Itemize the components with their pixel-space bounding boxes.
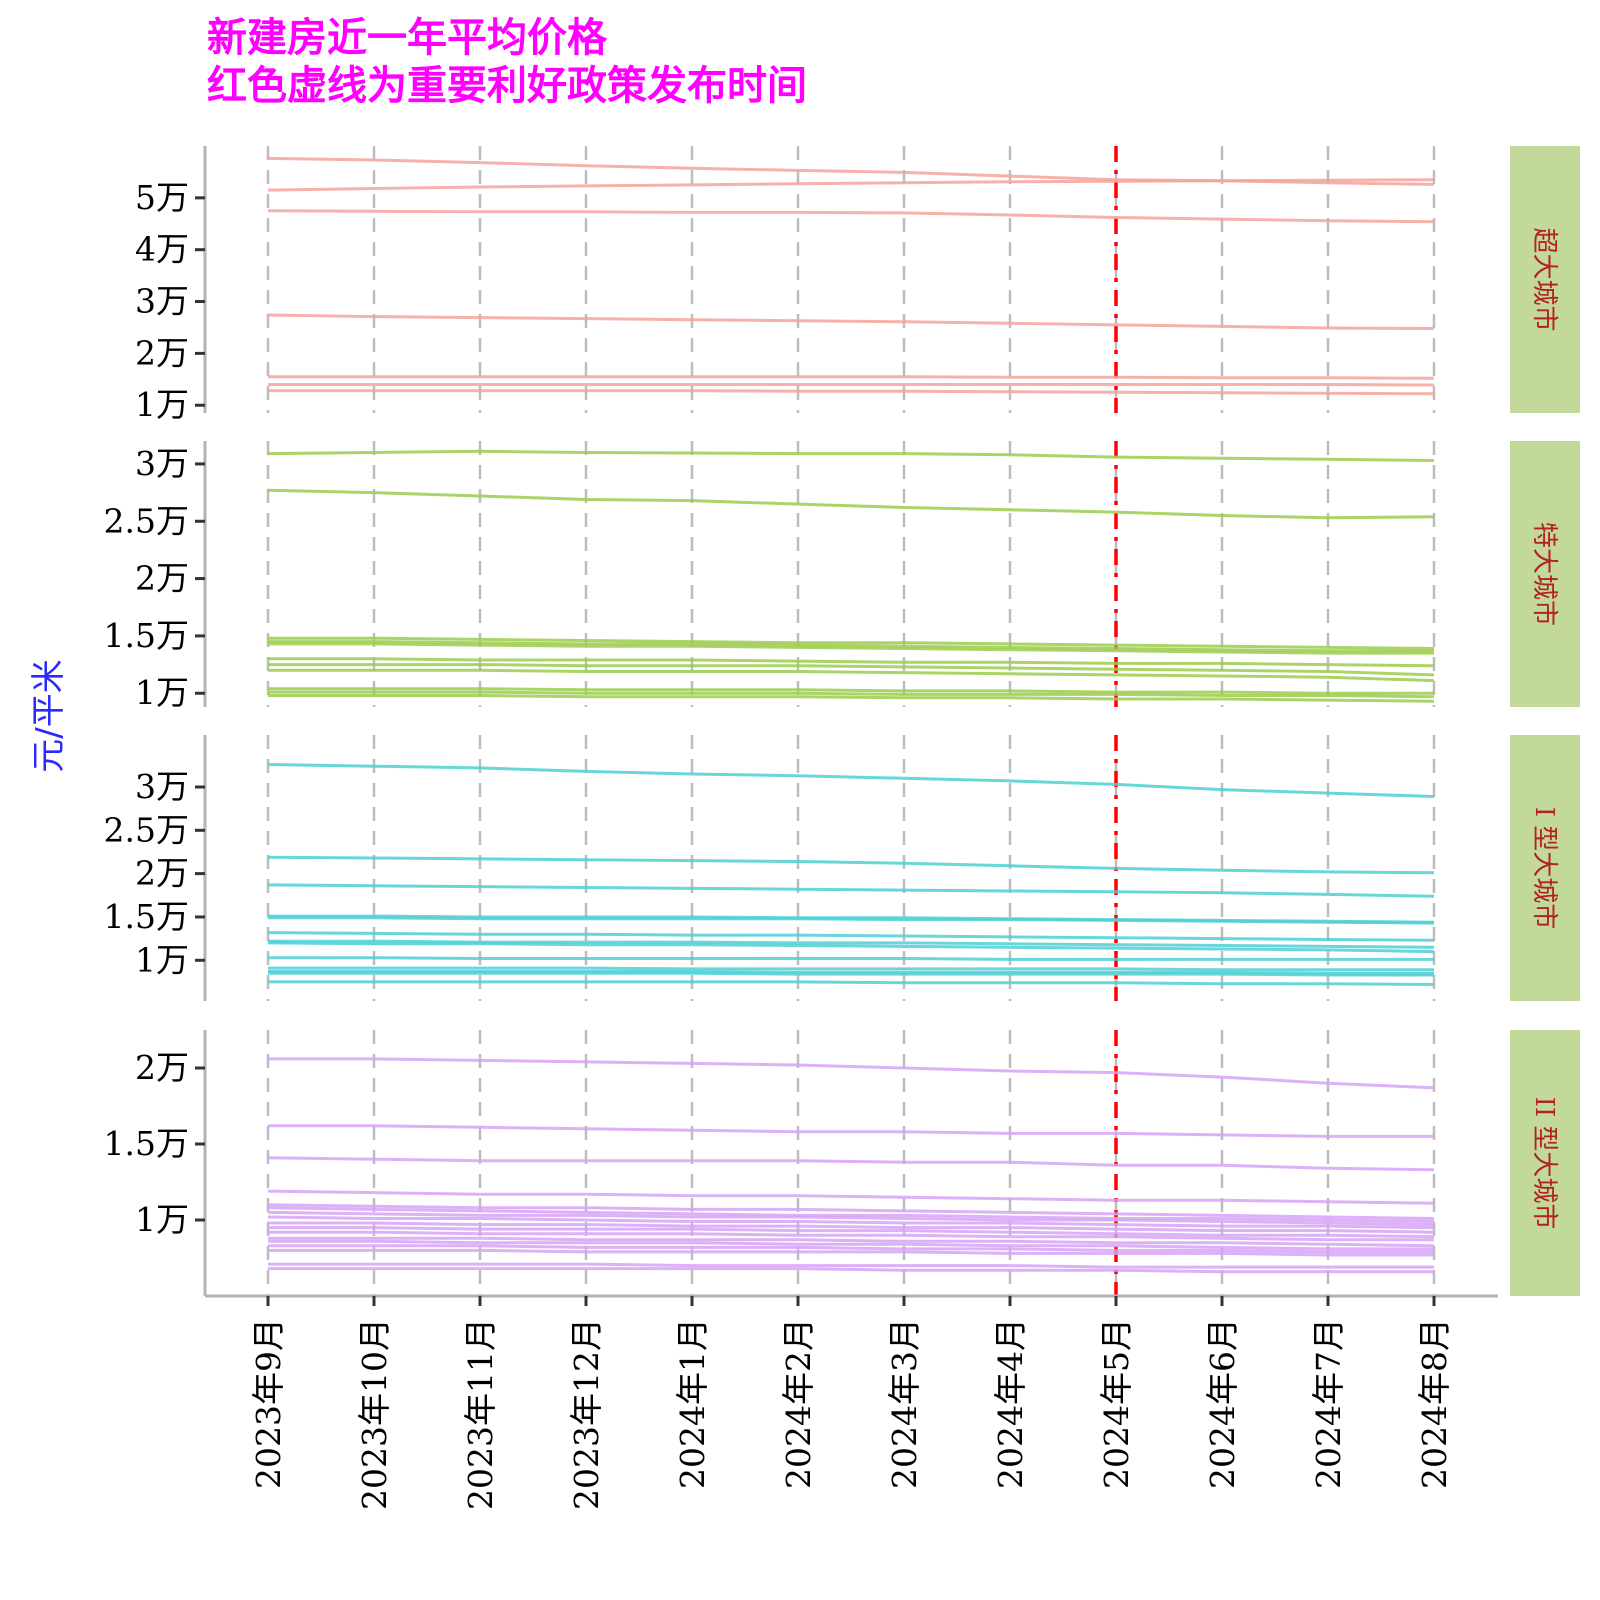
x-tick-label: 2024年8月 bbox=[1415, 1318, 1454, 1489]
series-line bbox=[268, 1126, 1434, 1137]
x-tick-label: 2024年1月 bbox=[673, 1318, 712, 1489]
series-line bbox=[268, 857, 1434, 873]
series-line bbox=[268, 490, 1434, 518]
facet-strip-label: I 型大城市 bbox=[1529, 807, 1559, 930]
x-tick-label: 2023年10月 bbox=[355, 1318, 394, 1510]
x-tick-label: 2024年6月 bbox=[1203, 1318, 1242, 1489]
y-tick-label: 3万 bbox=[135, 282, 189, 321]
y-tick-label: 2万 bbox=[135, 1048, 189, 1087]
series-line bbox=[268, 973, 1434, 975]
facet-strip-label: 超大城市 bbox=[1529, 227, 1559, 331]
facet-strip-label: 特大城市 bbox=[1529, 522, 1559, 626]
series-line bbox=[268, 933, 1434, 941]
series-line bbox=[268, 315, 1434, 329]
x-tick-label: 2023年11月 bbox=[461, 1318, 500, 1510]
series-line bbox=[268, 968, 1434, 970]
facet-strip-label: II 型大城市 bbox=[1529, 1097, 1559, 1230]
y-tick-label: 2万 bbox=[135, 333, 189, 372]
x-tick-label: 2024年5月 bbox=[1097, 1318, 1136, 1489]
x-tick-label: 2023年12月 bbox=[567, 1318, 606, 1510]
y-tick-label: 2万 bbox=[135, 854, 189, 893]
y-tick-label: 2.5万 bbox=[104, 810, 189, 849]
series-line bbox=[268, 885, 1434, 896]
y-tick-label: 1万 bbox=[135, 940, 189, 979]
y-tick-label: 5万 bbox=[135, 178, 189, 217]
y-tick-label: 1万 bbox=[135, 385, 189, 424]
y-tick-label: 1万 bbox=[135, 1200, 189, 1239]
y-tick-label: 3万 bbox=[135, 444, 189, 483]
series-line bbox=[268, 1191, 1434, 1203]
series-line bbox=[268, 377, 1434, 379]
y-tick-label: 2万 bbox=[135, 559, 189, 598]
series-line bbox=[268, 918, 1434, 923]
x-tick-label: 2024年7月 bbox=[1309, 1318, 1348, 1489]
series-line bbox=[268, 385, 1434, 386]
series-line bbox=[268, 1059, 1434, 1088]
x-tick-label: 2024年3月 bbox=[885, 1318, 924, 1489]
y-tick-label: 4万 bbox=[135, 230, 189, 269]
series-line bbox=[268, 982, 1434, 985]
x-tick-label: 2024年2月 bbox=[779, 1318, 818, 1489]
y-tick-label: 1万 bbox=[135, 673, 189, 712]
series-line bbox=[268, 1269, 1434, 1272]
series-line bbox=[268, 1158, 1434, 1170]
y-axis-label: 元/平米 bbox=[29, 659, 69, 772]
series-line bbox=[268, 211, 1434, 222]
series-line bbox=[268, 1264, 1434, 1267]
series-line bbox=[268, 391, 1434, 394]
y-tick-label: 1.5万 bbox=[104, 616, 189, 655]
series-lines bbox=[268, 158, 1434, 1271]
series-line bbox=[268, 765, 1434, 797]
x-tick-label: 2023年9月 bbox=[249, 1318, 288, 1489]
y-tick-label: 1.5万 bbox=[104, 1124, 189, 1163]
axes: 1万 2万 3万 4万 5万 1万 1.5万 2万 2.5万 3万 1万 1.5万 2万 2.5万 3万 1万… bbox=[104, 146, 1498, 1510]
x-tick-label: 2024年4月 bbox=[991, 1318, 1030, 1489]
y-tick-label: 1.5万 bbox=[104, 897, 189, 936]
series-line bbox=[268, 451, 1434, 460]
series-line bbox=[268, 180, 1434, 190]
y-tick-label: 2.5万 bbox=[104, 501, 189, 540]
series-line bbox=[268, 958, 1434, 960]
y-tick-label: 3万 bbox=[135, 767, 189, 806]
